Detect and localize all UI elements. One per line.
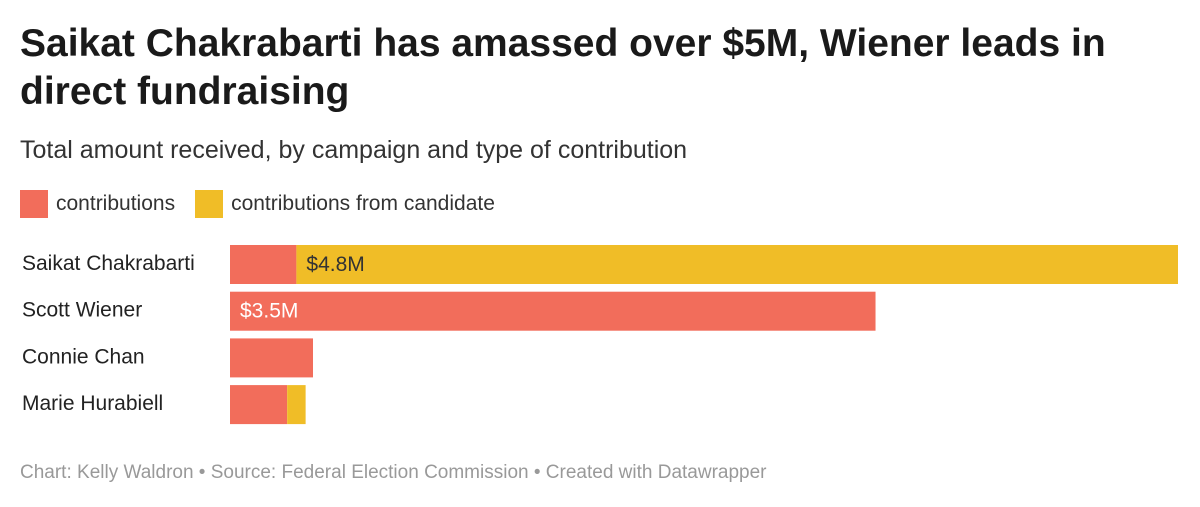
bar-segment xyxy=(230,291,876,331)
chart-title: Saikat Chakrabarti has amassed over $5M,… xyxy=(20,22,1106,113)
footer: Chart: Kelly Waldron • Source: Federal E… xyxy=(20,462,767,483)
chart: Saikat Chakrabarti $4.8M Scott Wiener $3.5M… xyxy=(22,245,1179,425)
legend-swatch xyxy=(20,190,48,218)
value-label: $4.8M xyxy=(306,253,364,276)
legend-label: contributions xyxy=(56,192,176,215)
legend: contributions contributions from candidat… xyxy=(20,190,515,218)
category-label: Connie Chan xyxy=(22,345,145,368)
legend-item: contributions xyxy=(20,190,175,218)
bar-segment xyxy=(230,338,313,378)
value-label: $3.5M xyxy=(240,300,298,323)
category-label: Saikat Chakrabarti xyxy=(22,252,195,275)
bar-segment xyxy=(230,245,297,284)
category-label: Scott Wiener xyxy=(22,299,142,322)
bar-segment xyxy=(287,385,306,425)
bar-segment xyxy=(230,385,288,425)
legend-item: contributions from candidate xyxy=(195,190,495,218)
chart-subtitle: Total amount received, by campaign and t… xyxy=(20,136,688,164)
category-label: Marie Hurabiell xyxy=(22,392,163,415)
bar-segment xyxy=(296,245,1179,284)
legend-label: contributions from candidate xyxy=(231,192,495,215)
legend-swatch xyxy=(195,190,224,218)
